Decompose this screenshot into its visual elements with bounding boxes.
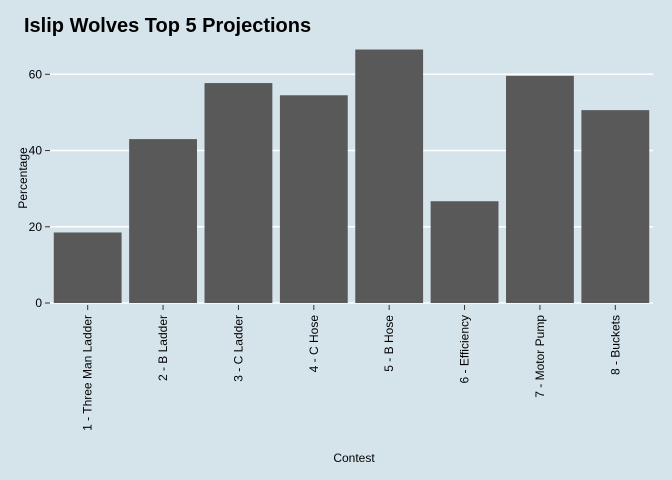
x-tick-label: 6 - Efficiency [458, 315, 472, 383]
bar-4 [279, 95, 348, 303]
y-tick-label: 20 [29, 220, 43, 234]
x-tick-label: 4 - C Hose [307, 315, 321, 373]
y-axis-ticks: 0 20 40 60 [29, 67, 50, 310]
bar-8 [581, 110, 650, 303]
x-tick-label: 7 - Motor Pump [533, 315, 547, 398]
bar-5 [355, 49, 424, 303]
bars [53, 49, 650, 304]
y-tick-label: 40 [29, 144, 43, 158]
chart-title: Islip Wolves Top 5 Projections [24, 15, 311, 37]
x-axis-ticks: 1 - Three Man Ladder 2 - B Ladder 3 - C La… [81, 305, 622, 431]
x-tick-label: 3 - C Ladder [231, 315, 245, 382]
bar-6 [430, 201, 499, 303]
x-tick-label: 8 - Buckets [608, 315, 622, 375]
bar-7 [506, 75, 574, 304]
bar-3 [204, 83, 273, 303]
y-axis-label: Percentage [16, 147, 30, 209]
bar-1 [53, 232, 122, 303]
y-tick-label: 60 [29, 67, 43, 81]
x-tick-label: 5 - B Hose [382, 315, 396, 372]
x-tick-label: 1 - Three Man Ladder [81, 315, 95, 431]
x-axis-label: Contest [333, 451, 375, 465]
bar-2 [129, 139, 197, 303]
y-tick-label: 0 [35, 296, 42, 310]
x-tick-label: 2 - B Ladder [156, 315, 170, 381]
